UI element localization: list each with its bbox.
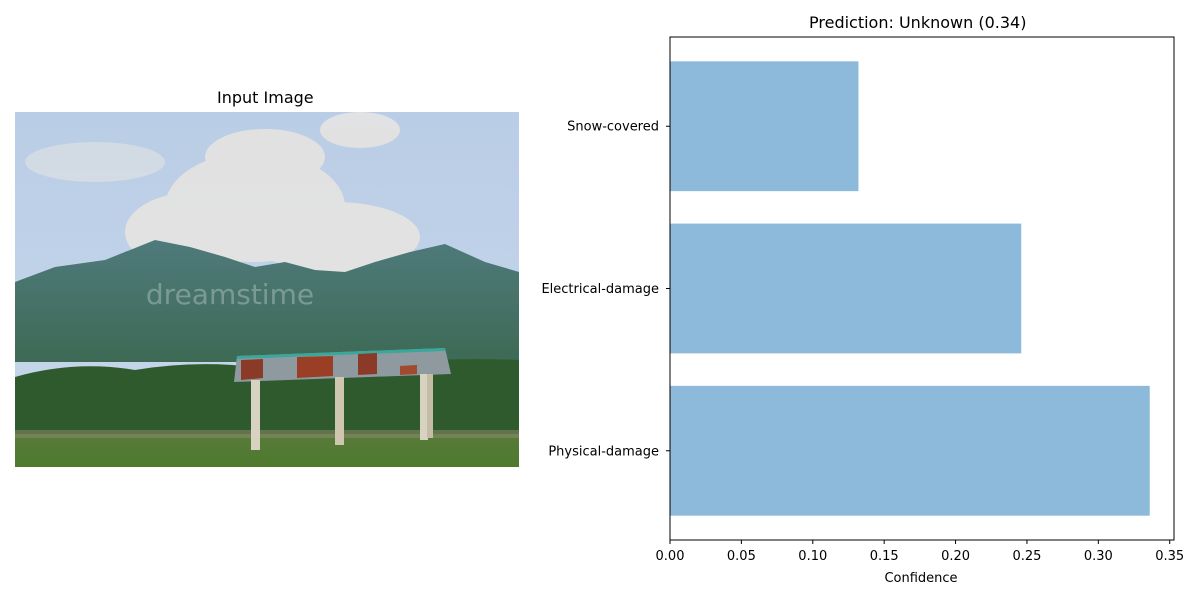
shelter xyxy=(234,348,451,450)
bar-physical-damage xyxy=(670,385,1150,516)
x-tick-label: 0.25 xyxy=(1012,549,1041,564)
x-tick-label: 0.05 xyxy=(727,549,756,564)
image-panel-title: Input Image xyxy=(217,88,314,107)
y-tick-label: Snow-covered xyxy=(567,120,659,135)
chart-title: Prediction: Unknown (0.34) xyxy=(809,13,1027,32)
x-tick-label: 0.10 xyxy=(798,549,827,564)
y-tick-label: Physical-damage xyxy=(548,444,659,459)
field xyxy=(15,434,519,467)
x-tick-label: 0.15 xyxy=(870,549,899,564)
x-tick-label: 0.30 xyxy=(1084,549,1113,564)
input-image: dreamstime xyxy=(15,112,519,467)
x-tick-label: 0.20 xyxy=(941,549,970,564)
x-axis-label: Confidence xyxy=(884,571,957,586)
bar-snow-covered xyxy=(670,61,859,192)
mountains xyxy=(15,240,519,362)
bar-electrical-damage xyxy=(670,223,1022,354)
watermark: dreamstime xyxy=(146,278,314,311)
clouds xyxy=(25,112,420,272)
x-tick-label: 0.35 xyxy=(1155,549,1184,564)
y-tick-label: Electrical-damage xyxy=(541,282,659,297)
x-tick-label: 0.00 xyxy=(656,549,685,564)
forest xyxy=(15,359,519,442)
